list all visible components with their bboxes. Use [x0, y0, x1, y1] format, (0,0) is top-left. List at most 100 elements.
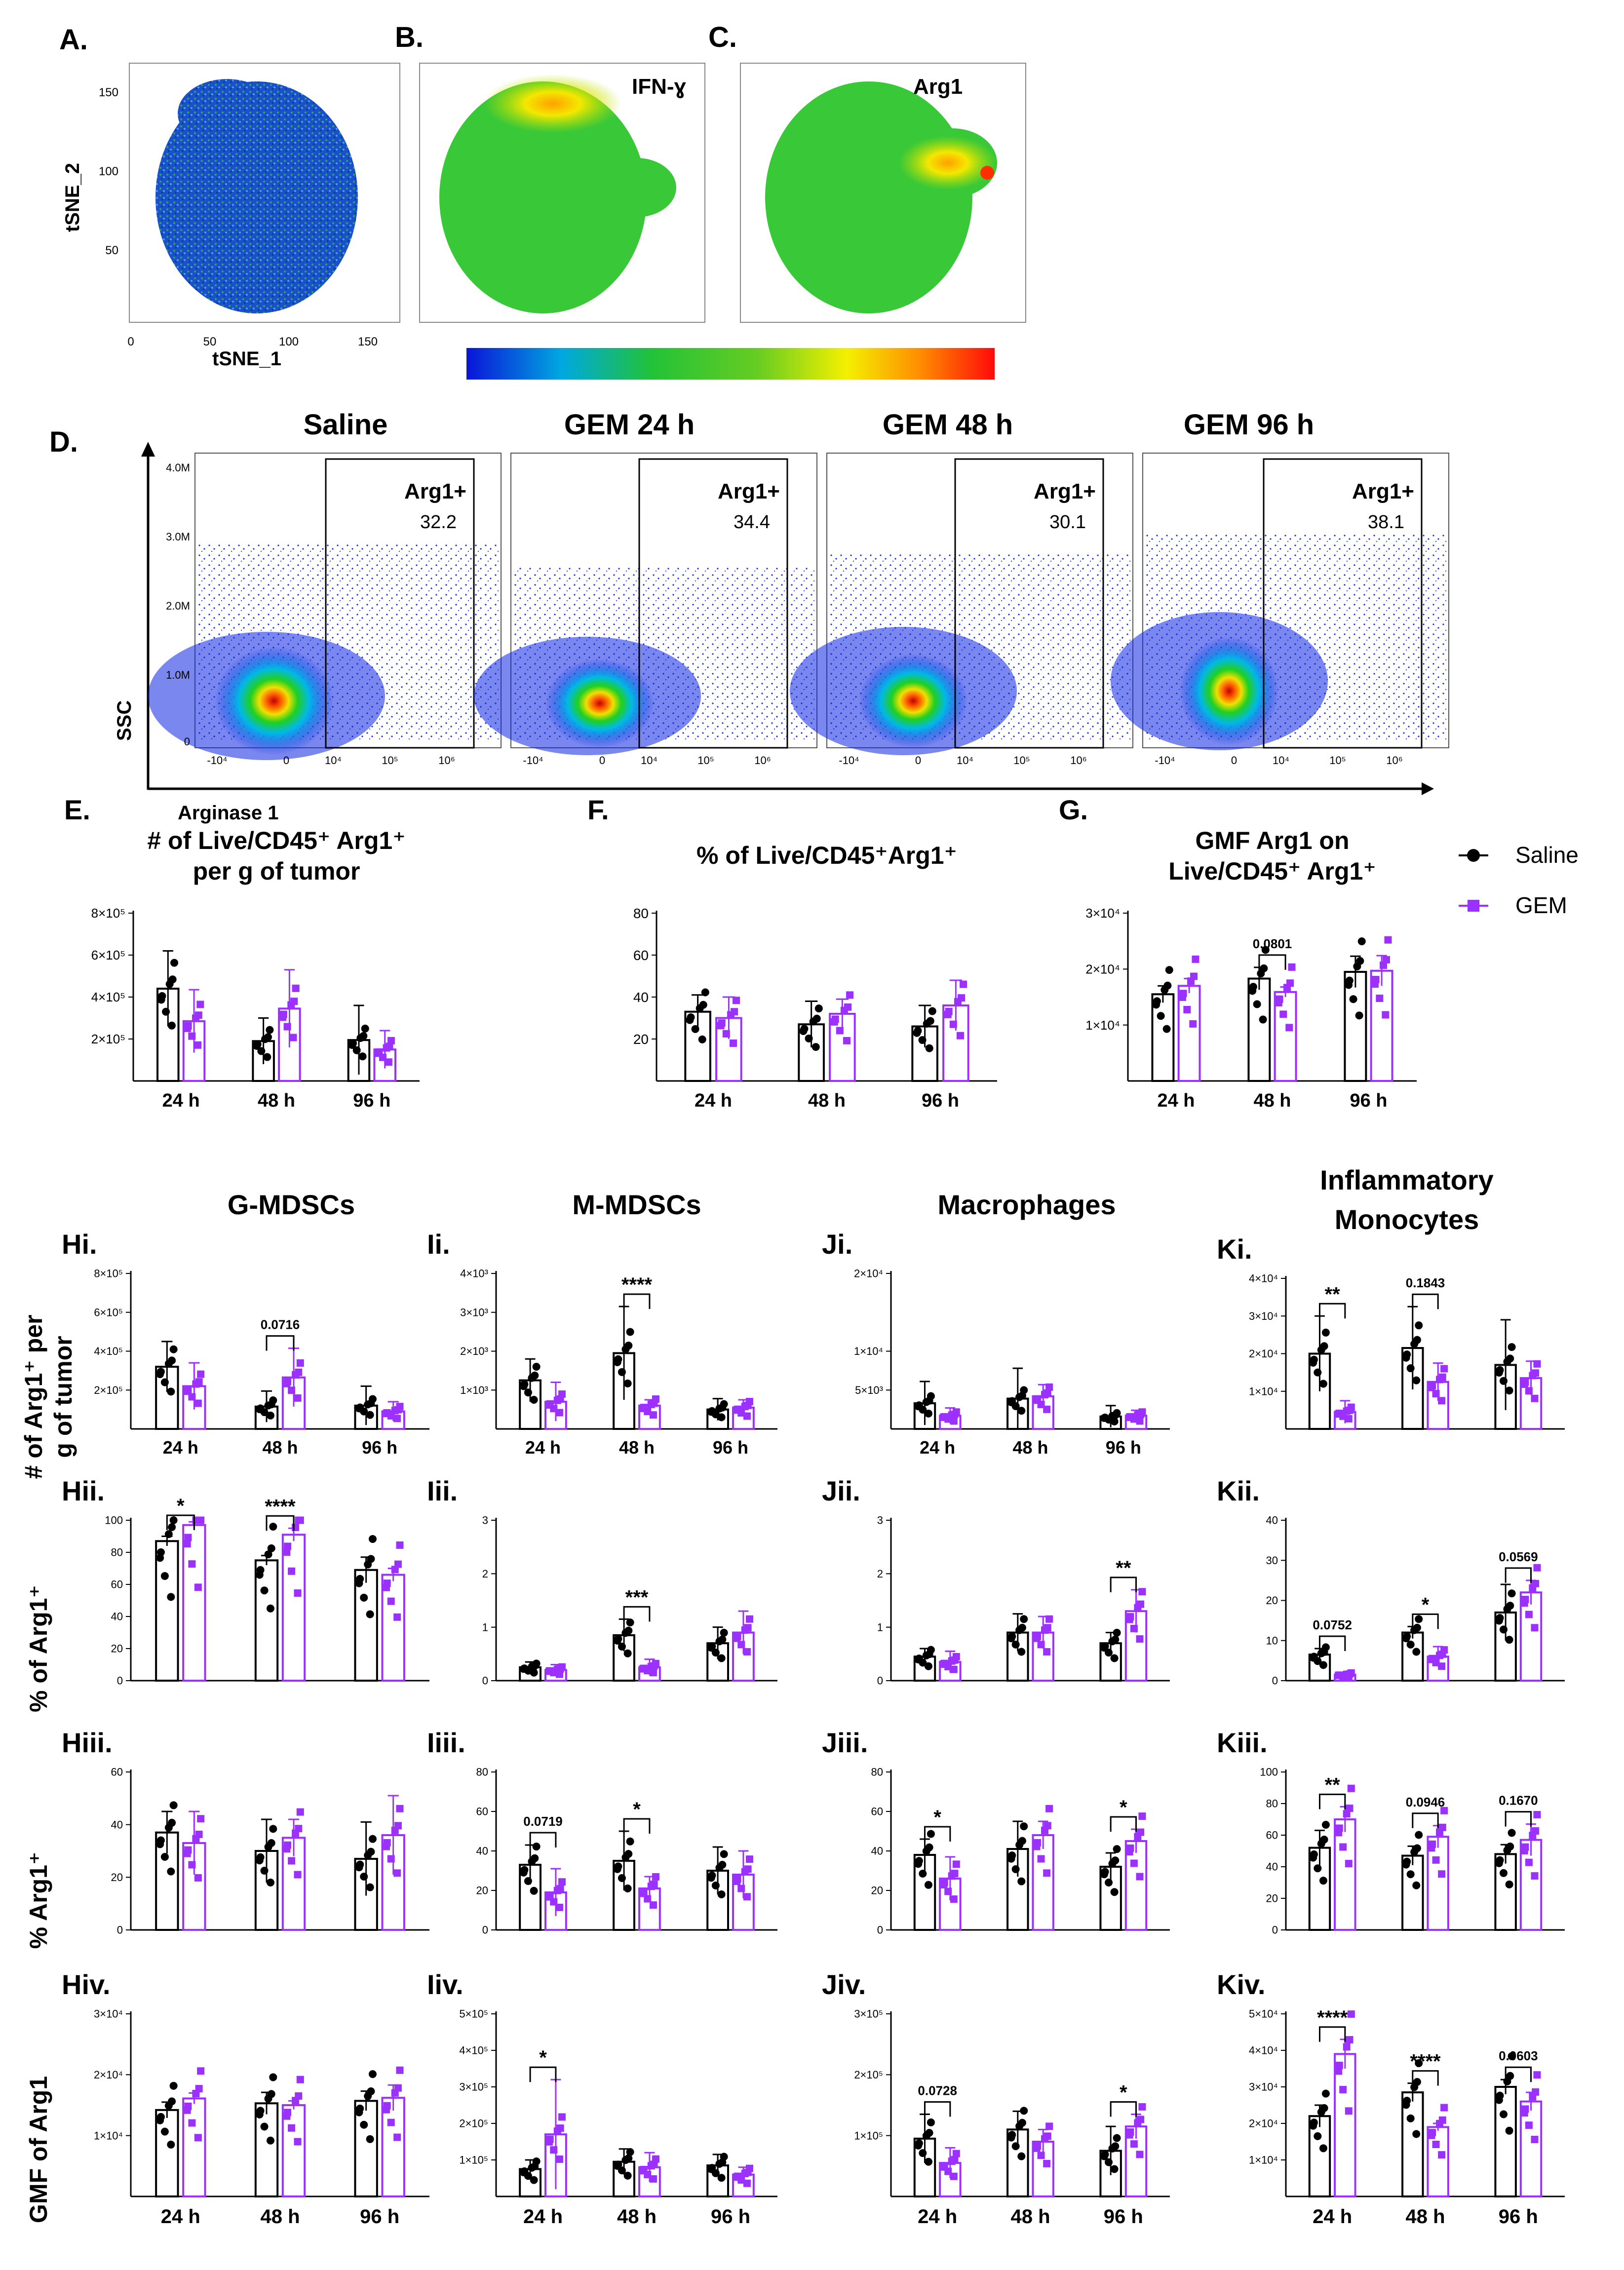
data-point-saline [812, 1043, 820, 1051]
y-tick-label: 5×10⁵ [459, 2008, 488, 2020]
data-point-gem [1382, 1011, 1390, 1019]
data-point-gem [652, 2155, 659, 2163]
flow-title-gem48: GEM 48 h [883, 409, 1013, 441]
gate-label-gem48: Arg1+ [1034, 479, 1096, 503]
bar-gem [1519, 2100, 1543, 2198]
data-point-gem [1125, 1413, 1133, 1421]
data-point-gem [294, 1871, 302, 1879]
data-point-saline [165, 980, 174, 988]
data-point-gem [545, 1401, 553, 1409]
y-tick-label: 4×10³ [460, 1268, 488, 1280]
data-point-saline [1410, 2083, 1419, 2091]
tsne-ytick-150: 150 [99, 86, 118, 99]
data-point-saline [1508, 1343, 1516, 1351]
data-point-saline [1410, 1626, 1419, 1634]
significance-label: **** [1410, 2051, 1441, 2073]
data-point-saline [1406, 2114, 1415, 2122]
legend-saline-marker [1467, 849, 1480, 862]
data-point-gem [949, 1020, 957, 1028]
data-point-gem [1041, 2135, 1049, 2143]
row-labels: # of Arg1⁺ per g of tumor % of Arg1⁺ % A… [20, 1315, 77, 2224]
significance-label: * [933, 1807, 941, 1828]
data-point-saline [1357, 937, 1366, 946]
data-point-saline [1020, 1386, 1028, 1394]
data-point-gem [292, 984, 300, 992]
data-point-saline [269, 1396, 277, 1405]
significance-label: 0.1670 [1499, 1793, 1538, 1808]
bar-saline [354, 1569, 378, 1682]
chart-title: GMF Arg1 on [1195, 827, 1349, 854]
y-tick-label: 80 [476, 1766, 488, 1778]
y-tick-label: 80 [111, 1546, 123, 1559]
data-point-saline [720, 2153, 728, 2161]
y-tick-label: 0 [117, 1924, 123, 1936]
data-point-saline [1105, 2158, 1113, 2166]
data-point-gem [1033, 2144, 1041, 2152]
data-point-gem [1275, 999, 1282, 1006]
data-point-gem [830, 1018, 838, 1026]
data-point-gem [183, 1024, 191, 1032]
data-point-gem [396, 1805, 404, 1812]
y-tick-label: 20 [1266, 1594, 1278, 1607]
data-point-gem [188, 1032, 196, 1040]
flow-ytick-0: 0 [184, 735, 190, 748]
panel-letter: Hii. [62, 1475, 105, 1506]
data-point-gem [948, 1411, 956, 1419]
data-point-saline [1314, 1864, 1322, 1873]
bar-panel-g: G. GMF Arg1 on Live/CD45⁺ Arg1⁺ 1×10⁴ 2×10⁴ 3… [1059, 794, 1417, 1111]
y-tick-label: 20 [871, 1885, 883, 1897]
data-point-saline [922, 2131, 930, 2140]
bar-gem [1334, 2053, 1356, 2197]
data-point-saline [1415, 1831, 1423, 1839]
data-point-gem [1345, 1415, 1353, 1423]
data-point-gem [1183, 1006, 1191, 1013]
data-point-gem [1525, 1611, 1533, 1618]
data-point-gem [1178, 993, 1186, 1001]
data-point-saline [698, 1035, 706, 1043]
data-point-saline [1020, 1615, 1028, 1623]
data-point-saline [717, 2174, 726, 2182]
bar-gem [1032, 1834, 1054, 1931]
data-point-gem [960, 980, 967, 988]
data-point-saline [707, 2165, 715, 2173]
data-point-gem [741, 2169, 749, 2177]
data-point-gem [1335, 1410, 1343, 1418]
data-point-gem [944, 1010, 952, 1018]
flow-ytick-1m: 1.0M [166, 669, 190, 681]
data-point-saline [691, 1025, 699, 1033]
gate-value-gem48: 30.1 [1049, 512, 1086, 533]
data-point-saline [621, 1629, 630, 1637]
data-point-gem [1136, 1417, 1144, 1425]
flow-xtick-6: 10⁶ [754, 754, 771, 767]
y-tick-label: 1 [482, 1621, 488, 1633]
data-point-gem [733, 1634, 741, 1642]
data-point-saline [160, 1378, 169, 1386]
data-point-gem [741, 1868, 749, 1876]
panel-letter: F. [587, 794, 609, 825]
data-point-gem [192, 1380, 200, 1388]
data-point-gem [550, 2146, 558, 2154]
data-point-gem [296, 2076, 304, 2083]
y-tick-label: 3×10⁴ [94, 2008, 123, 2020]
bar-panel-hiii: Hiii. 0 20 40 60 [62, 1727, 429, 1936]
data-point-saline [169, 2081, 178, 2090]
data-point-saline [924, 1662, 932, 1670]
data-point-saline [1503, 1846, 1511, 1854]
data-point-saline [918, 1036, 927, 1044]
data-point-gem [950, 1665, 958, 1673]
y-tick-label: 1×10³ [460, 1384, 488, 1396]
data-point-saline [1108, 1859, 1117, 1868]
data-point-saline [352, 1046, 361, 1054]
data-point-gem [555, 1409, 563, 1417]
y-tick-label: 3×10⁴ [1085, 906, 1120, 921]
panel-letter: Ii. [427, 1229, 450, 1260]
data-point-gem [1033, 1843, 1041, 1850]
data-point-gem [1189, 1020, 1197, 1028]
data-point-saline [368, 2070, 377, 2078]
data-point-saline [255, 1405, 264, 1414]
data-point-saline [1309, 2121, 1317, 2130]
data-point-saline [1321, 1821, 1330, 1829]
tsne-panel-a: tSNE_2 tSNE_1 0 50 100 150 150 100 50 [62, 63, 400, 370]
y-tick-label: 40 [871, 1845, 883, 1857]
data-point-saline [1503, 1357, 1511, 1366]
